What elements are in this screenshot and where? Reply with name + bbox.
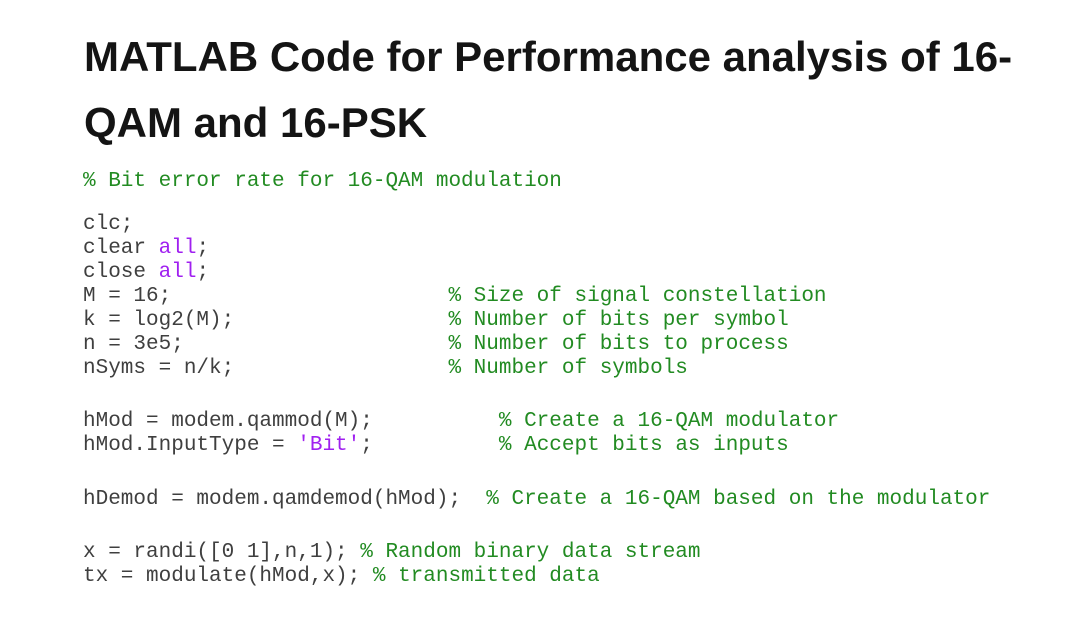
code-segment-string: all [158, 237, 197, 260]
code-segment-code: clc; [83, 213, 134, 236]
code-segment-comment: % Accept bits as inputs [498, 434, 789, 457]
code-line: clc; [83, 213, 1073, 237]
code-segment-code: M = 16; [83, 285, 449, 308]
code-listing: % Bit error rate for 16-QAM modulation cl… [83, 170, 1073, 589]
code-segment-comment: % Create a 16-QAM based on the modulator [486, 488, 991, 511]
code-segment-code: k = log2(M); [83, 309, 449, 332]
code-segment-string: 'Bit' [297, 434, 361, 457]
code-segment-comment: % Random binary data stream [360, 541, 701, 564]
code-block: clc; clear all; close all; M = 16; % Size o… [83, 213, 1073, 381]
code-segment-comment: % transmitted data [372, 565, 600, 588]
code-line: % Bit error rate for 16-QAM modulation [83, 170, 1073, 194]
code-segment-comment: % Number of bits per symbol [448, 309, 789, 332]
code-block: hMod = modem.qammod(M); % Create a 16-QA… [83, 410, 1073, 458]
code-segment-code: hMod = modem.qammod(M); [83, 410, 499, 433]
code-segment-comment: % Create a 16-QAM modulator [498, 410, 840, 433]
code-line: tx = modulate(hMod,x); % transmitted dat… [83, 565, 1073, 589]
code-segment-code: x = randi([0 1],n,1); [83, 541, 361, 564]
code-line: nSyms = n/k; % Number of symbols [83, 357, 1073, 381]
code-line: hMod = modem.qammod(M); % Create a 16-QA… [83, 410, 1073, 434]
code-segment-code: hMod.InputType = [83, 434, 298, 457]
code-line: close all; [83, 261, 1073, 285]
code-segment-code: hDemod = modem.qamdemod(hMod); [83, 488, 487, 511]
code-segment-code: n = 3e5; [83, 333, 449, 356]
code-block: % Bit error rate for 16-QAM modulation [83, 170, 1073, 194]
page-title-line-2: QAM and 16-PSK [84, 99, 428, 146]
code-line: hMod.InputType = 'Bit'; % Accept bits as… [83, 434, 1073, 458]
code-segment-code: tx = modulate(hMod,x); [83, 565, 373, 588]
code-segment-code: close [83, 261, 159, 284]
code-segment-code: ; [360, 434, 499, 457]
page-title: MATLAB Code for Performance analysis of … [84, 24, 1064, 156]
code-line: n = 3e5; % Number of bits to process [83, 333, 1073, 357]
code-segment-comment: % Size of signal constellation [448, 285, 827, 308]
code-segment-comment: % Bit error rate for 16-QAM modulation [83, 170, 562, 193]
code-segment-code: nSyms = n/k; [83, 357, 449, 380]
code-line: M = 16; % Size of signal constellation [83, 285, 1073, 309]
code-segment-code: clear [83, 237, 159, 260]
code-line: x = randi([0 1],n,1); % Random binary da… [83, 541, 1073, 565]
code-line: hDemod = modem.qamdemod(hMod); % Create … [83, 488, 1073, 512]
code-line: clear all; [83, 237, 1073, 261]
page-title-line-1: MATLAB Code for Performance analysis of … [84, 33, 1013, 80]
code-segment-comment: % Number of symbols [448, 357, 688, 380]
code-block: x = randi([0 1],n,1); % Random binary da… [83, 541, 1073, 589]
code-block: hDemod = modem.qamdemod(hMod); % Create … [83, 488, 1073, 512]
code-segment-comment: % Number of bits to process [448, 333, 789, 356]
code-segment-string: all [158, 261, 197, 284]
code-segment-code: ; [196, 237, 210, 260]
code-line: k = log2(M); % Number of bits per symbol [83, 309, 1073, 333]
code-segment-code: ; [196, 261, 210, 284]
